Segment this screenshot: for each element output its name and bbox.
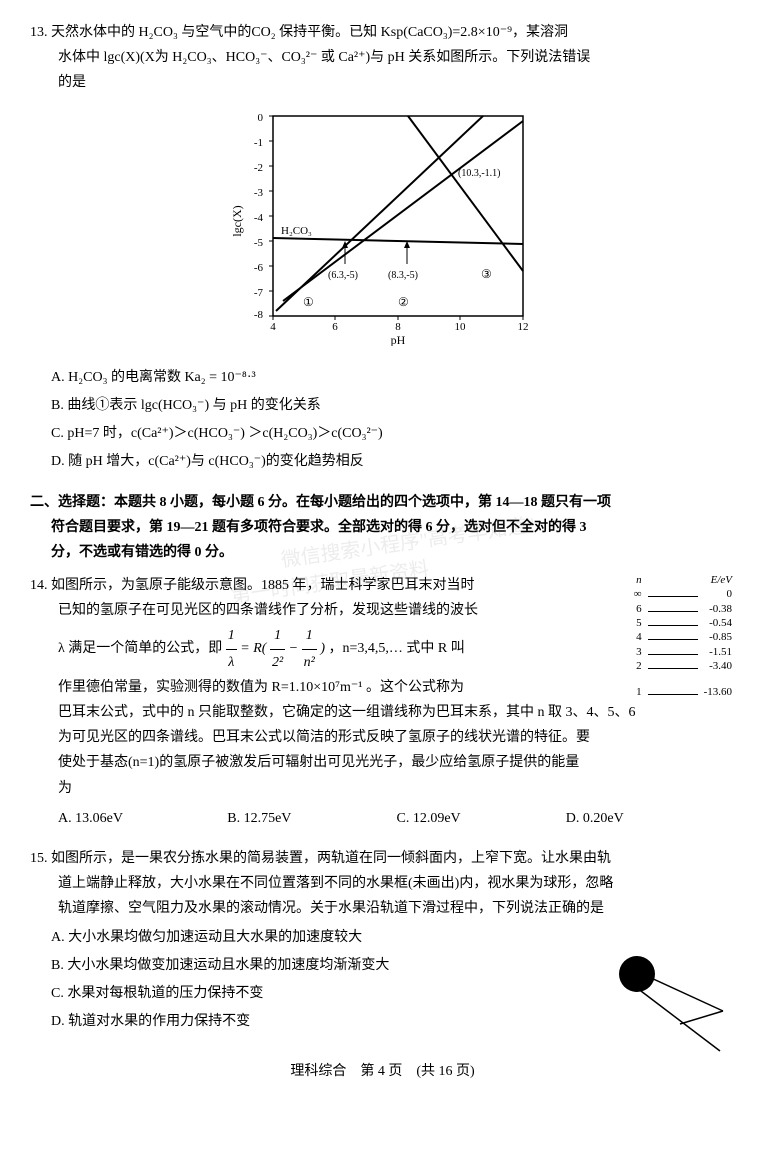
q15-line1: 如图所示，是一果农分拣水果的简易装置，两轨道在同一倾斜面内，上窄下宽。让水果由轨 xyxy=(51,851,611,866)
q14-n-4: 4 xyxy=(631,630,645,644)
q14-e-1: -0.38 xyxy=(701,602,735,616)
q14-line6: 为可见光区的四条谱线。巴耳末公式以简洁的形式反映了氢原子的线状光谱的特征。要 xyxy=(30,725,735,750)
q13-line1: 天然水体中的 H₂CO₃ 与空气中的CO₂ 保持平衡。已知 Ksp(CaCO₃)… xyxy=(51,25,568,40)
svg-text:4: 4 xyxy=(270,321,276,333)
q14-e-5: -3.40 xyxy=(701,659,735,673)
q15-number: 15. xyxy=(30,851,48,866)
svg-text:12: 12 xyxy=(517,321,528,333)
svg-text:①: ① xyxy=(303,295,314,309)
question-15: 15. 如图所示，是一果农分拣水果的简易装置，两轨道在同一倾斜面内，上窄下宽。让… xyxy=(30,846,735,1034)
q13-body: 13. 天然水体中的 H₂CO₃ 与空气中的CO₂ 保持平衡。已知 Ksp(Ca… xyxy=(30,20,735,45)
q14-e-3: -0.85 xyxy=(701,630,735,644)
q15-body: 15. 如图所示，是一果农分拣水果的简易装置，两轨道在同一倾斜面内，上窄下宽。让… xyxy=(30,846,735,871)
svg-text:-2: -2 xyxy=(253,162,262,174)
q14-formula: 1 λ = R( 1 2² − 1 n² ) xyxy=(226,623,325,674)
section2-line3: 分，不选或有错选的得 0 分。 xyxy=(30,540,735,565)
q13-opt-a-text: H₂CO₃ 的电离常数 Ka₂ = 10⁻⁸·³ xyxy=(68,370,256,385)
q15-line3: 轨道摩擦、空气阻力及水果的滚动情况。关于水果沿轨道下滑过程中，下列说法正确的是 xyxy=(30,896,735,921)
question-13: 13. 天然水体中的 H₂CO₃ 与空气中的CO₂ 保持平衡。已知 Ksp(Ca… xyxy=(30,20,735,475)
svg-text:10: 10 xyxy=(454,321,466,333)
q14-option-a: A. 13.06eV xyxy=(58,806,227,831)
q14-option-b: B. 12.75eV xyxy=(227,806,396,831)
svg-text:-8: -8 xyxy=(253,309,263,321)
q13-opt-c-text: pH=7 时，c(Ca²⁺)＞c(HCO₃⁻) ＞c(H₂CO₃)＞c(CO₃²… xyxy=(67,426,382,441)
q13-chart-svg: 0 -1 -2 -3 -4 -5 -6 -7 -8 4 xyxy=(223,106,543,346)
svg-text:-1: -1 xyxy=(253,137,262,149)
q14-n-3: 3 xyxy=(631,645,645,659)
q14-line2: 已知的氢原子在可见光区的四条谱线作了分析，发现这些谱线的波长 xyxy=(30,598,605,623)
q15-svg xyxy=(595,956,725,1056)
q13-opt-d-text: 随 pH 增大，c(Ca²⁺)与 c(HCO₃⁻)的变化趋势相反 xyxy=(68,454,364,469)
svg-text:(10.3,-1.1): (10.3,-1.1) xyxy=(458,168,501,179)
q14-header-n: n xyxy=(631,573,645,587)
svg-text:③: ③ xyxy=(481,267,492,281)
svg-text:-3: -3 xyxy=(253,187,263,199)
q15-fruit-diagram xyxy=(595,956,725,1065)
q15-line2: 道上端静止释放，大小水果在不同位置落到不同的水果框(未画出)内，视水果为球形，忽… xyxy=(30,871,735,896)
q14-e-6: -13.60 xyxy=(701,673,735,699)
q13-chart-container: 0 -1 -2 -3 -4 -5 -6 -7 -8 4 xyxy=(30,106,735,355)
svg-text:8: 8 xyxy=(395,321,401,333)
q14-line1: 如图所示，为氢原子能级示意图。1885 年，瑞士科学家巴耳末对当时 xyxy=(51,578,475,593)
q13-chart: 0 -1 -2 -3 -4 -5 -6 -7 -8 4 xyxy=(223,106,543,355)
section2-heading: 二、选择题：本题共 8 小题，每小题 6 分。在每小题给出的四个选项中，第 14… xyxy=(30,490,735,566)
q14-energy-diagram: n E/eV ∞ 0 6 -0.38 5 -0.54 4 -0.85 3 -1.51 2 -3… xyxy=(631,573,735,699)
q14-n-inf: ∞ xyxy=(631,587,645,601)
q14-option-c: C. 12.09eV xyxy=(397,806,566,831)
q13-option-a: A. H₂CO₃ 的电离常数 Ka₂ = 10⁻⁸·³ xyxy=(30,365,735,390)
q15-option-a: A. 大小水果均做匀加速运动且大水果的加速度较大 xyxy=(30,925,735,950)
q14-n-5: 5 xyxy=(631,616,645,630)
q14-l3-suf: ，n=3,4,5,… 式中 R 叫 xyxy=(329,641,465,656)
q14-n-1: 1 xyxy=(631,673,645,699)
q14-line4: 作里德伯常量，实验测得的数值为 R=1.10×10⁷m⁻¹ 。这个公式称为 xyxy=(30,675,605,700)
question-14: n E/eV ∞ 0 6 -0.38 5 -0.54 4 -0.85 3 -1.51 2 -3… xyxy=(30,573,735,831)
q13-option-c: C. pH=7 时，c(Ca²⁺)＞c(HCO₃⁻) ＞c(H₂CO₃)＞c(C… xyxy=(30,421,735,446)
svg-text:-6: -6 xyxy=(253,262,263,274)
q14-header-e: E/eV xyxy=(701,573,735,587)
q14-e-0: 0 xyxy=(701,587,735,601)
svg-text:H₂CO₃: H₂CO₃ xyxy=(281,225,312,237)
q14-l3-pre: λ 满足一个简单的公式，即 xyxy=(58,641,222,656)
q14-n-6: 6 xyxy=(631,602,645,616)
svg-text:pH: pH xyxy=(390,333,405,346)
svg-text:-4: -4 xyxy=(253,212,263,224)
q13-number: 13. xyxy=(30,25,48,40)
q14-options-row: A. 13.06eV B. 12.75eV C. 12.09eV D. 0.20… xyxy=(30,806,735,831)
q14-line3: λ 满足一个简单的公式，即 1 λ = R( 1 2² − 1 n² ) ，n=… xyxy=(30,623,605,674)
section2-line1: 二、选择题：本题共 8 小题，每小题 6 分。在每小题给出的四个选项中，第 14… xyxy=(30,490,735,515)
q13-option-b: B. 曲线①表示 lgc(HCO₃⁻) 与 pH 的变化关系 xyxy=(30,393,735,418)
q14-number: 14. xyxy=(30,578,48,593)
svg-text:6: 6 xyxy=(332,321,338,333)
svg-text:0: 0 xyxy=(257,112,263,124)
section2-line2: 符合题目要求，第 19—21 题有多项符合要求。全部选对的得 6 分，选对但不全… xyxy=(30,515,735,540)
q14-line5: 巴耳末公式，式中的 n 只能取整数，它确定的这一组谱线称为巴耳末系，其中 n 取… xyxy=(30,700,735,725)
svg-text:(8.3,-5): (8.3,-5) xyxy=(388,270,418,281)
q13-option-d: D. 随 pH 增大，c(Ca²⁺)与 c(HCO₃⁻)的变化趋势相反 xyxy=(30,449,735,474)
svg-text:-7: -7 xyxy=(253,287,263,299)
svg-text:lgc(X): lgc(X) xyxy=(230,205,244,236)
q14-e-4: -1.51 xyxy=(701,645,735,659)
q14-e-2: -0.54 xyxy=(701,616,735,630)
q14-line7: 使处于基态(n=1)的氢原子被激发后可辐射出可见光光子，最少应给氢原子提供的能量 xyxy=(30,750,735,775)
svg-text:-5: -5 xyxy=(253,237,263,249)
q14-option-d: D. 0.20eV xyxy=(566,806,735,831)
q13-opt-b-text: 曲线①表示 lgc(HCO₃⁻) 与 pH 的变化关系 xyxy=(67,398,320,413)
q13-line3: 的是 xyxy=(30,70,735,95)
svg-text:②: ② xyxy=(398,295,409,309)
q13-line2: 水体中 lgc(X)(X为 H₂CO₃、HCO₃⁻、CO₃²⁻ 或 Ca²⁺)与… xyxy=(30,45,735,70)
q14-n-2: 2 xyxy=(631,659,645,673)
q14-body: 14. 如图所示，为氢原子能级示意图。1885 年，瑞士科学家巴耳末对当时 xyxy=(30,573,605,598)
svg-text:(6.3,-5): (6.3,-5) xyxy=(328,270,358,281)
q14-line8: 为 xyxy=(30,776,735,801)
